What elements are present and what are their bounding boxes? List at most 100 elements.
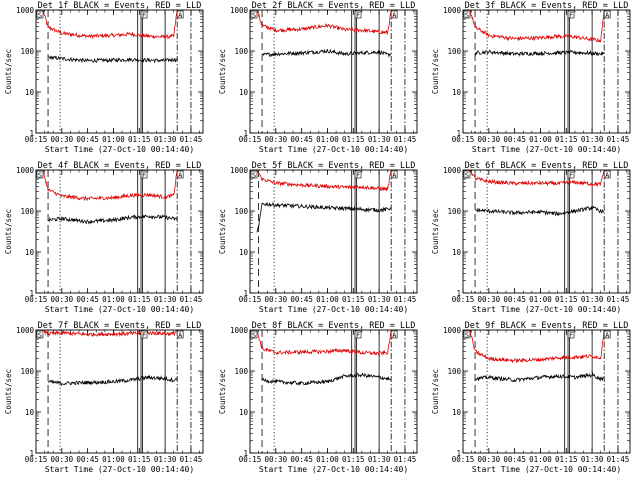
x-tick-label: 00:30 [51,295,74,304]
marker-label: F [569,12,573,20]
events-series-line [261,48,392,58]
x-tick-label: 00:15 [25,135,48,144]
marker-label: F [569,172,573,180]
x-tick-label: 00:30 [51,135,74,144]
marker-label: A [178,332,183,340]
x-tick-label: 01:00 [529,295,552,304]
y-tick-label: 1000 [16,6,35,15]
marker-box [36,170,44,179]
y-axis-label: Counts/sec [218,369,227,414]
y-axis-label: Counts/sec [4,209,13,254]
y-tick-label: 10 [25,88,35,97]
detector-panel: Det 7f BLACK = Events, RED = LLD Counts/s… [4,321,204,474]
lld-series-line [42,329,178,338]
x-axis-label: Start Time (27-Oct-10 00:14:40) [472,465,621,474]
y-tick-label: 100 [447,47,461,56]
x-tick-label: 01:45 [394,135,417,144]
plot-frame [35,9,204,134]
x-tick-label: 00:45 [503,455,526,464]
x-tick-label: 00:30 [478,135,501,144]
y-tick-label: 1 [456,289,461,298]
y-tick-label: 1000 [230,166,249,175]
marker-box [176,170,184,179]
y-tick-label: 10 [25,248,35,257]
x-tick-label: 00:45 [503,295,526,304]
marker-box [463,10,471,19]
y-tick-label: 10 [25,408,35,417]
marker-box [354,170,362,179]
lld-series-line [469,169,605,188]
x-tick-label: 00:45 [76,295,99,304]
panel-title: Det 5f BLACK = Events, RED = LLD [252,161,416,171]
x-tick-label: 00:30 [265,135,288,144]
y-axis-label: Counts/sec [431,369,440,414]
panel-title: Det 9f BLACK = Events, RED = LLD [465,321,629,331]
marker-box [140,10,148,19]
marker-label: S [465,12,469,20]
y-tick-label: 10 [452,88,462,97]
x-tick-label: 00:30 [265,295,288,304]
y-tick-label: 1000 [230,326,249,335]
y-tick-label: 100 [20,207,34,216]
lld-series-line [256,169,392,191]
events-series-line [47,213,178,225]
x-tick-label: 00:30 [265,455,288,464]
x-tick-label: 01:00 [316,295,339,304]
x-tick-label: 01:30 [368,295,391,304]
x-axis-label: Start Time (27-Oct-10 00:14:40) [45,145,194,154]
lld-series-line [256,9,392,36]
x-tick-label: 00:30 [51,455,74,464]
x-tick-label: 00:15 [239,135,262,144]
marker-box [603,10,611,19]
panel-title: Det 6f BLACK = Events, RED = LLD [465,161,629,171]
y-tick-label: 10 [452,408,462,417]
x-tick-label: 01:00 [529,455,552,464]
marker-box [140,330,148,339]
plot-frame [462,169,631,294]
y-tick-label: 1000 [443,166,462,175]
detector-panel: Det 1f BLACK = Events, RED = LLD Counts/s… [4,1,204,154]
detector-panel: Det 5f BLACK = Events, RED = LLD Counts/s… [218,161,418,314]
x-tick-label: 00:45 [76,455,99,464]
y-tick-label: 1 [243,129,248,138]
x-tick-label: 01:30 [581,135,604,144]
events-series-line [47,374,178,387]
x-tick-label: 01:00 [102,295,125,304]
y-tick-label: 1000 [230,6,249,15]
lld-series-line [469,329,605,364]
marker-label: S [465,172,469,180]
x-tick-label: 00:15 [452,455,475,464]
marker-box [354,10,362,19]
marker-label: S [38,172,42,180]
panel-title: Det 2f BLACK = Events, RED = LLD [252,1,416,11]
y-tick-label: 1 [456,129,461,138]
marker-label: F [356,332,360,340]
marker-box [603,330,611,339]
x-tick-label: 00:15 [25,295,48,304]
panel-title: Det 8f BLACK = Events, RED = LLD [252,321,416,331]
y-tick-label: 10 [239,88,249,97]
y-tick-label: 1000 [443,326,462,335]
x-tick-label: 00:15 [452,295,475,304]
x-tick-label: 01:45 [607,135,630,144]
events-series-line [256,201,392,233]
plot-frame [462,9,631,134]
marker-box [250,10,258,19]
marker-box [36,330,44,339]
y-tick-label: 100 [447,207,461,216]
x-tick-label: 00:15 [239,455,262,464]
x-tick-label: 01:15 [342,135,365,144]
y-tick-label: 1 [29,129,34,138]
marker-label: A [392,332,397,340]
y-tick-label: 100 [447,367,461,376]
marker-label: A [605,12,610,20]
marker-box [250,330,258,339]
y-tick-label: 1000 [16,326,35,335]
y-tick-label: 10 [239,248,249,257]
y-tick-label: 100 [234,47,248,56]
x-tick-label: 01:00 [529,135,552,144]
x-tick-label: 01:15 [342,295,365,304]
marker-label: F [356,172,360,180]
x-tick-label: 01:00 [316,135,339,144]
x-tick-label: 01:30 [368,455,391,464]
